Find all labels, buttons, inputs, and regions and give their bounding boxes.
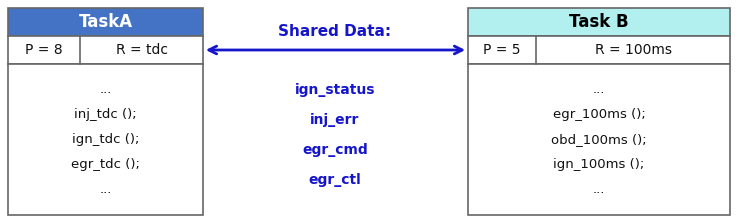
Text: ...: ...: [99, 183, 112, 196]
Text: ...: ...: [99, 83, 112, 96]
Text: R = tdc: R = tdc: [115, 43, 167, 57]
Bar: [8, 8, 203, 36]
Text: inj_tdc ();: inj_tdc ();: [74, 108, 137, 121]
Text: R = 100ms: R = 100ms: [594, 43, 672, 57]
Text: obd_100ms ();: obd_100ms ();: [551, 133, 647, 146]
Text: P = 5: P = 5: [483, 43, 521, 57]
Text: Task B: Task B: [569, 13, 629, 31]
Bar: [8, 36, 203, 64]
Text: Shared Data:: Shared Data:: [278, 24, 391, 39]
Text: egr_tdc ();: egr_tdc ();: [71, 158, 140, 171]
Bar: [468, 36, 730, 64]
Text: egr_cmd: egr_cmd: [302, 143, 368, 157]
Text: inj_err: inj_err: [310, 113, 360, 127]
Bar: [8, 64, 203, 215]
Text: ign_tdc ();: ign_tdc ();: [72, 133, 139, 146]
Text: ign_status: ign_status: [295, 83, 375, 97]
Text: ...: ...: [593, 83, 605, 96]
Text: ign_100ms ();: ign_100ms ();: [554, 158, 645, 171]
Text: egr_ctl: egr_ctl: [309, 173, 361, 187]
Text: egr_100ms ();: egr_100ms ();: [553, 108, 645, 121]
Text: P = 8: P = 8: [25, 43, 63, 57]
Text: ...: ...: [593, 183, 605, 196]
Bar: [468, 8, 730, 36]
Text: TaskA: TaskA: [78, 13, 132, 31]
Bar: [468, 64, 730, 215]
